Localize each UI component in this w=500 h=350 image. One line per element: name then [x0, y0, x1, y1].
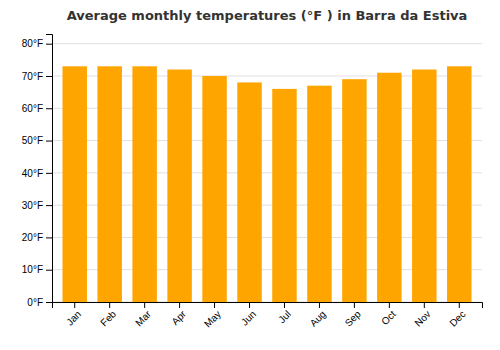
bar: [202, 76, 226, 302]
y-tick: 30°F: [22, 200, 52, 211]
x-tick-mark: [109, 302, 110, 308]
x-tick-label: Nov: [412, 308, 432, 328]
x-tick: May: [202, 302, 223, 330]
x-tick-label: Jul: [276, 308, 293, 325]
x-tick-label: Apr: [169, 308, 188, 327]
bar: [167, 70, 191, 302]
bar: [447, 66, 471, 302]
x-tick-mark: [284, 302, 285, 308]
y-tick-label: 30°F: [22, 200, 43, 211]
bar: [132, 66, 156, 302]
y-tick-mark: [46, 205, 52, 206]
bar: [412, 70, 436, 302]
bar: [342, 79, 366, 302]
x-axis: Jan Feb Mar Apr May Jun Jul Aug Sep Oct Nov Dec: [53, 302, 483, 330]
y-tick-mark: [46, 44, 52, 45]
y-axis: 0°F 10°F 20°F 30°F 40°F 50°F 60°F 70°F 80°F: [22, 35, 53, 308]
x-tick: Oct: [379, 302, 398, 327]
x-tick-mark: [424, 302, 425, 308]
y-tick: 20°F: [22, 232, 52, 243]
y-tick: 80°F: [22, 38, 52, 49]
bar: [307, 86, 331, 302]
x-axis-line: [53, 303, 483, 309]
x-tick-label: Feb: [98, 308, 118, 328]
y-tick-mark: [46, 302, 52, 303]
y-tick: 10°F: [22, 264, 52, 275]
y-axis-line: [46, 35, 53, 303]
y-tick-label: 60°F: [22, 103, 43, 114]
x-tick-label: Dec: [447, 308, 467, 328]
y-tick: 70°F: [22, 71, 52, 82]
y-tick: 50°F: [22, 135, 52, 146]
x-tick-label: Jan: [64, 308, 83, 327]
x-tick: Aug: [308, 302, 328, 329]
y-tick-mark: [46, 237, 52, 238]
grid: [52, 44, 482, 302]
x-tick-mark: [459, 302, 460, 308]
bar: [97, 66, 121, 302]
x-tick: Jan: [64, 302, 83, 328]
y-tick-label: 80°F: [22, 38, 43, 49]
x-tick: Dec: [447, 302, 467, 329]
x-tick-label: Aug: [308, 308, 328, 328]
y-tick: 60°F: [22, 103, 52, 114]
x-tick: Mar: [133, 302, 153, 328]
y-tick: 40°F: [22, 168, 52, 179]
x-tick-mark: [214, 302, 215, 308]
x-tick-label: Sep: [343, 308, 364, 329]
y-tick-mark: [46, 141, 52, 142]
title: Average monthly temperatures (°F ) in Ba…: [67, 8, 468, 23]
bar: [377, 73, 401, 302]
y-tick-mark: [46, 173, 52, 174]
y-tick-label: 70°F: [22, 71, 43, 82]
x-tick-mark: [144, 302, 145, 308]
y-tick-label: 20°F: [22, 232, 43, 243]
grid-line: [52, 43, 482, 44]
y-tick-label: 0°F: [27, 297, 43, 308]
y-tick-label: 10°F: [22, 264, 43, 275]
y-tick-mark: [46, 270, 52, 271]
x-tick: Jul: [276, 302, 293, 325]
bar: [237, 82, 261, 302]
bar: [272, 89, 296, 302]
y-tick: 0°F: [27, 297, 52, 308]
y-tick-label: 50°F: [22, 135, 43, 146]
x-tick-mark: [249, 302, 250, 308]
x-tick-mark: [389, 302, 390, 308]
y-tick-mark: [46, 76, 52, 77]
bars: [62, 66, 471, 302]
x-tick-mark: [74, 302, 75, 308]
x-tick-label: Oct: [379, 308, 398, 327]
x-tick: Sep: [343, 302, 364, 329]
y-tick-label: 40°F: [22, 168, 43, 179]
x-tick-label: Jun: [239, 308, 258, 327]
x-tick: Apr: [169, 302, 188, 327]
y-tick-mark: [46, 108, 52, 109]
x-tick: Feb: [98, 302, 118, 328]
bar: [62, 66, 86, 302]
x-tick-label: May: [202, 308, 223, 329]
x-tick-mark: [319, 302, 320, 308]
x-tick: Nov: [412, 302, 432, 329]
x-tick-mark: [179, 302, 180, 308]
chart: 0°F 10°F 20°F 30°F 40°F 50°F 60°F 70°F 80°F Jan Fe…: [0, 0, 500, 350]
x-tick-label: Mar: [133, 308, 153, 328]
x-tick-mark: [354, 302, 355, 308]
x-tick: Jun: [239, 302, 258, 328]
